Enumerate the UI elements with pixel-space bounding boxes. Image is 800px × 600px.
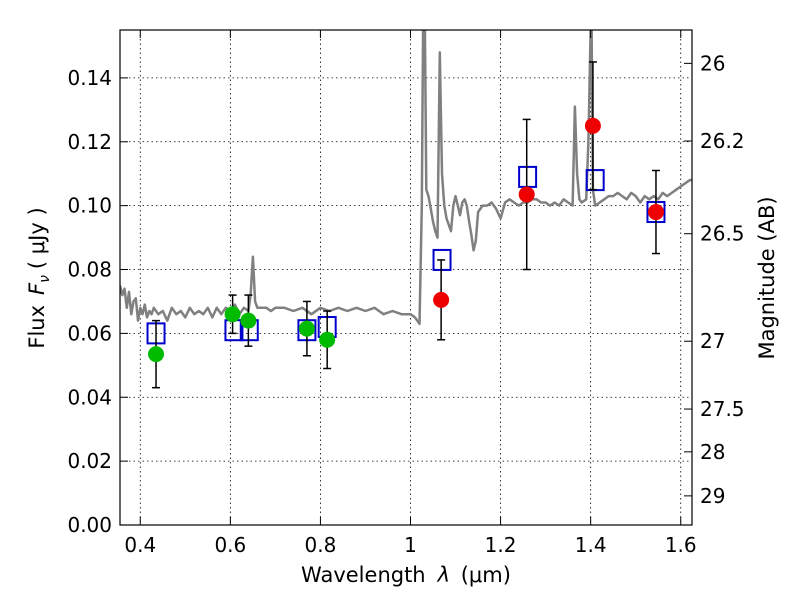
y-axis-label-flux: Flux — [25, 305, 49, 349]
y-axis-label-f: F — [25, 282, 49, 295]
spectrum-line — [120, 30, 692, 326]
x-tick-label: 0.6 — [214, 533, 246, 557]
x-tick-label: 1.2 — [485, 533, 517, 557]
x-tick-label: 0.4 — [124, 533, 156, 557]
x-axis-label-lambda: λ — [437, 563, 450, 587]
y-tick-label: 0.02 — [67, 449, 112, 473]
y2-tick-label: 26 — [700, 51, 725, 75]
y-axis-label: Flux Fν ( μJy ) — [25, 207, 53, 348]
tick-layer — [120, 30, 692, 526]
x-axis-label-unit: (μm) — [454, 563, 511, 587]
x-tick-label: 0.8 — [305, 533, 337, 557]
model-square-point — [432, 248, 452, 271]
label-layer: 0.4 0.6 0.8 1 1.2 1.4 1.6 0.00 0.02 0.04 0.06 0.08 0… — [67, 51, 744, 557]
model-square-point — [518, 165, 538, 188]
y-tick-label: 0.12 — [67, 130, 112, 154]
grid-layer — [120, 30, 692, 526]
model-square-point — [585, 169, 605, 192]
photometry-point — [647, 204, 664, 221]
marker-layer — [146, 61, 666, 389]
y-tick-label: 0.06 — [67, 321, 112, 345]
photometry-point — [319, 331, 336, 348]
y-tick-label: 0.00 — [67, 513, 112, 537]
y2-tick-label: 27.5 — [700, 397, 745, 421]
y-tick-label: 0.08 — [67, 258, 112, 282]
photometry-point — [298, 320, 315, 337]
x-tick-label: 1.6 — [665, 533, 697, 557]
x-tick-label: 1.4 — [575, 533, 607, 557]
photometry-point — [584, 117, 601, 134]
y-tick-label: 0.04 — [67, 385, 112, 409]
photometry-point — [224, 306, 241, 323]
y2-tick-label: 28 — [700, 440, 725, 464]
y2-tick-label: 29 — [700, 484, 725, 508]
plot-frame — [119, 29, 693, 526]
y2-axis-label: Magnitude (AB) — [755, 196, 779, 359]
photometry-point — [148, 346, 165, 363]
y-tick-label: 0.10 — [67, 194, 112, 218]
x-axis-label: Wavelength λ (μm) — [301, 563, 511, 587]
y-axis-label-nu: ν — [37, 275, 53, 283]
line-layer — [120, 30, 692, 326]
y-axis-label-unit: ( μJy ) — [25, 207, 49, 269]
x-tick-label: 1 — [404, 533, 417, 557]
y2-tick-label: 26.5 — [700, 222, 745, 246]
photometry-point — [433, 291, 450, 308]
photometry-point — [240, 312, 257, 329]
y2-tick-label: 27 — [700, 329, 725, 353]
y2-tick-label: 26.2 — [700, 129, 745, 153]
y-tick-label: 0.14 — [67, 66, 112, 90]
x-axis-label-wavelength: Wavelength — [301, 563, 426, 587]
photometry-point — [518, 186, 535, 203]
